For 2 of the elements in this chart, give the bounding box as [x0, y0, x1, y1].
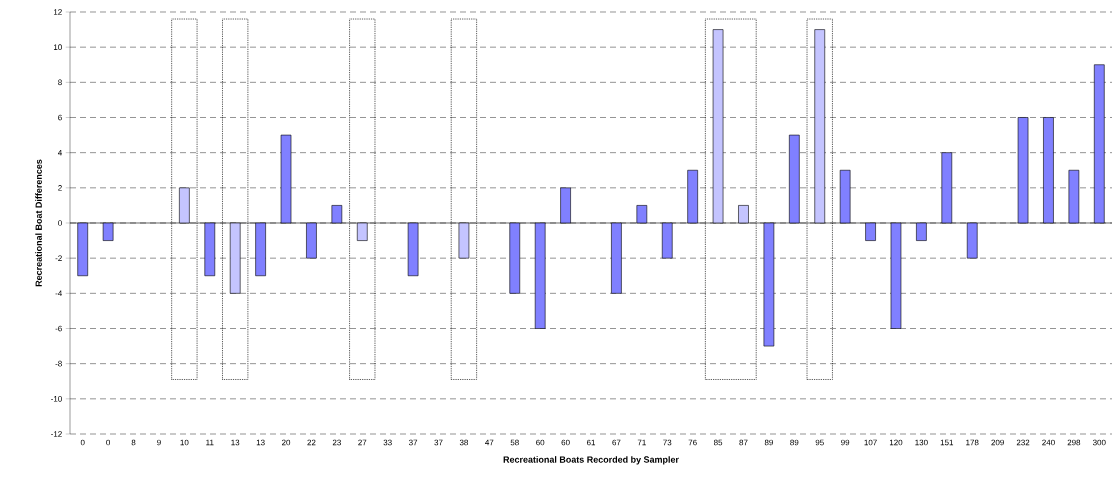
x-axis-title: Recreational Boats Recorded by Sampler — [503, 456, 679, 465]
y-axis-title: Recreational Boat Differences — [35, 159, 42, 287]
